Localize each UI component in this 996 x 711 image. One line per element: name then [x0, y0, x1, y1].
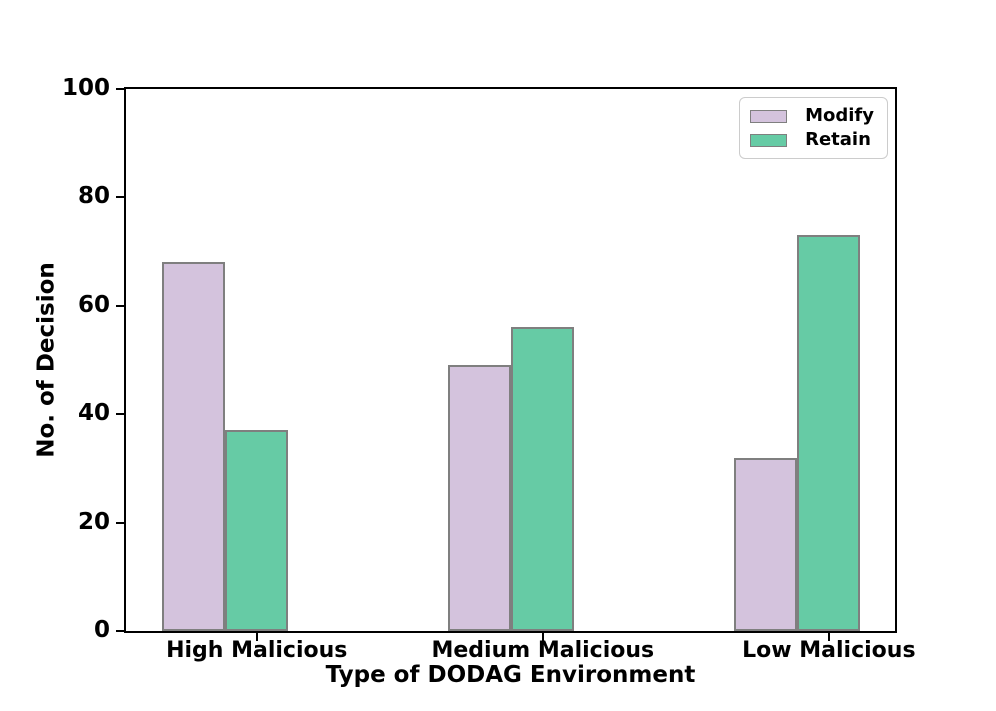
y-tick-mark-40 — [116, 413, 124, 416]
x-tick-mark-high-malicious — [255, 633, 258, 641]
y-tick-label-40: 40 — [77, 400, 110, 427]
legend: Modify Retain — [739, 97, 888, 159]
bar-modify-high-malicious — [162, 262, 226, 631]
y-tick-mark-0 — [116, 630, 124, 632]
y-tick-mark-80 — [116, 196, 124, 199]
y-tick-label-80: 80 — [77, 183, 110, 210]
plot-area: 0 20 40 60 80 100 High Malicious Medium Malicio… — [62, 77, 916, 663]
y-axis-label: No. of Decision — [33, 262, 60, 458]
y-tick-label-0: 0 — [93, 617, 110, 643]
legend-swatch-retain — [750, 133, 788, 147]
y-tick-mark-100 — [116, 88, 124, 90]
y-tick-label-100: 100 — [61, 75, 110, 101]
y-tick-mark-60 — [116, 304, 124, 307]
y-tick-mark-20 — [116, 521, 124, 524]
bar-modify-medium-malicious — [448, 365, 512, 631]
bar-retain-low-malicious — [797, 235, 861, 631]
x-tick-label-high-malicious: High Malicious — [166, 638, 348, 663]
y-tick-label-60: 60 — [77, 291, 110, 318]
x-axis-label: Type of DODAG Environment — [325, 662, 696, 688]
x-tick-label-medium-malicious: Medium Malicious — [431, 638, 655, 663]
bar-retain-medium-malicious — [511, 327, 575, 631]
bar-modify-low-malicious — [734, 457, 798, 631]
legend-item-retain: Retain — [750, 131, 874, 149]
bar-retain-high-malicious — [225, 430, 289, 631]
x-tick-mark-medium-malicious — [541, 633, 544, 641]
x-tick-label-low-malicious: Low Malicious — [742, 638, 916, 663]
legend-item-modify: Modify — [750, 107, 874, 125]
legend-label-retain: Retain — [805, 129, 871, 150]
y-tick-label-20: 20 — [77, 508, 110, 535]
legend-swatch-modify — [750, 109, 788, 123]
legend-label-modify: Modify — [805, 105, 874, 126]
x-tick-mark-low-malicious — [827, 633, 830, 641]
